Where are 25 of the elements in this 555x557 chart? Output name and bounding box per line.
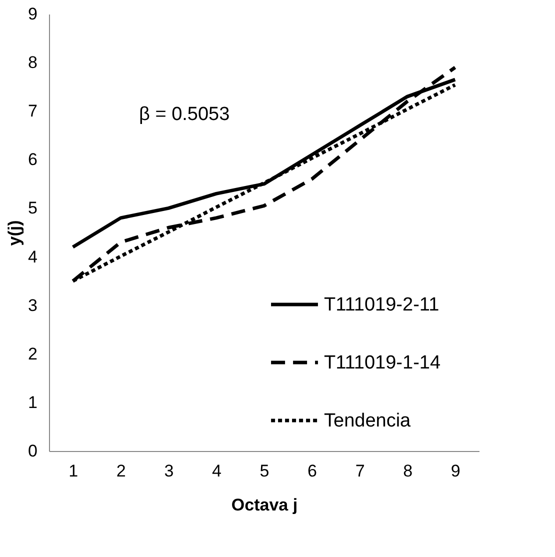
y-tick-label: 9 — [28, 4, 38, 24]
x-tick-label: 9 — [450, 462, 460, 480]
x-axis-title: Octava j — [231, 496, 298, 514]
y-tick-label: 0 — [28, 442, 38, 460]
x-tick-label: 1 — [68, 462, 78, 480]
x-tick-label: 6 — [308, 462, 318, 480]
y-tick-label: 3 — [28, 296, 38, 315]
legend-label: T111019-2-11 — [324, 294, 440, 316]
x-tick-label: 3 — [164, 462, 174, 480]
y-tick-label: 8 — [28, 53, 38, 72]
x-tick-label: 2 — [116, 462, 126, 480]
annotation: β = 0.5053 — [139, 104, 230, 125]
legend-label: T111019-1-14 — [324, 352, 441, 374]
legend-label: Tendencia — [324, 410, 412, 432]
y-tick-label: 6 — [28, 150, 38, 170]
x-tick-label: 8 — [403, 462, 413, 480]
x-tick-label: 7 — [355, 462, 365, 480]
x-tick-label: 4 — [212, 462, 222, 480]
y-tick-label: 1 — [28, 392, 38, 412]
x-tick-label: 5 — [260, 462, 270, 480]
y-tick-label: 7 — [28, 102, 38, 121]
y-axis-title: y(j) — [5, 220, 24, 246]
y-tick-label: 2 — [28, 344, 38, 364]
y-tick-label: 4 — [28, 247, 38, 266]
y-tick-label: 5 — [28, 198, 38, 218]
